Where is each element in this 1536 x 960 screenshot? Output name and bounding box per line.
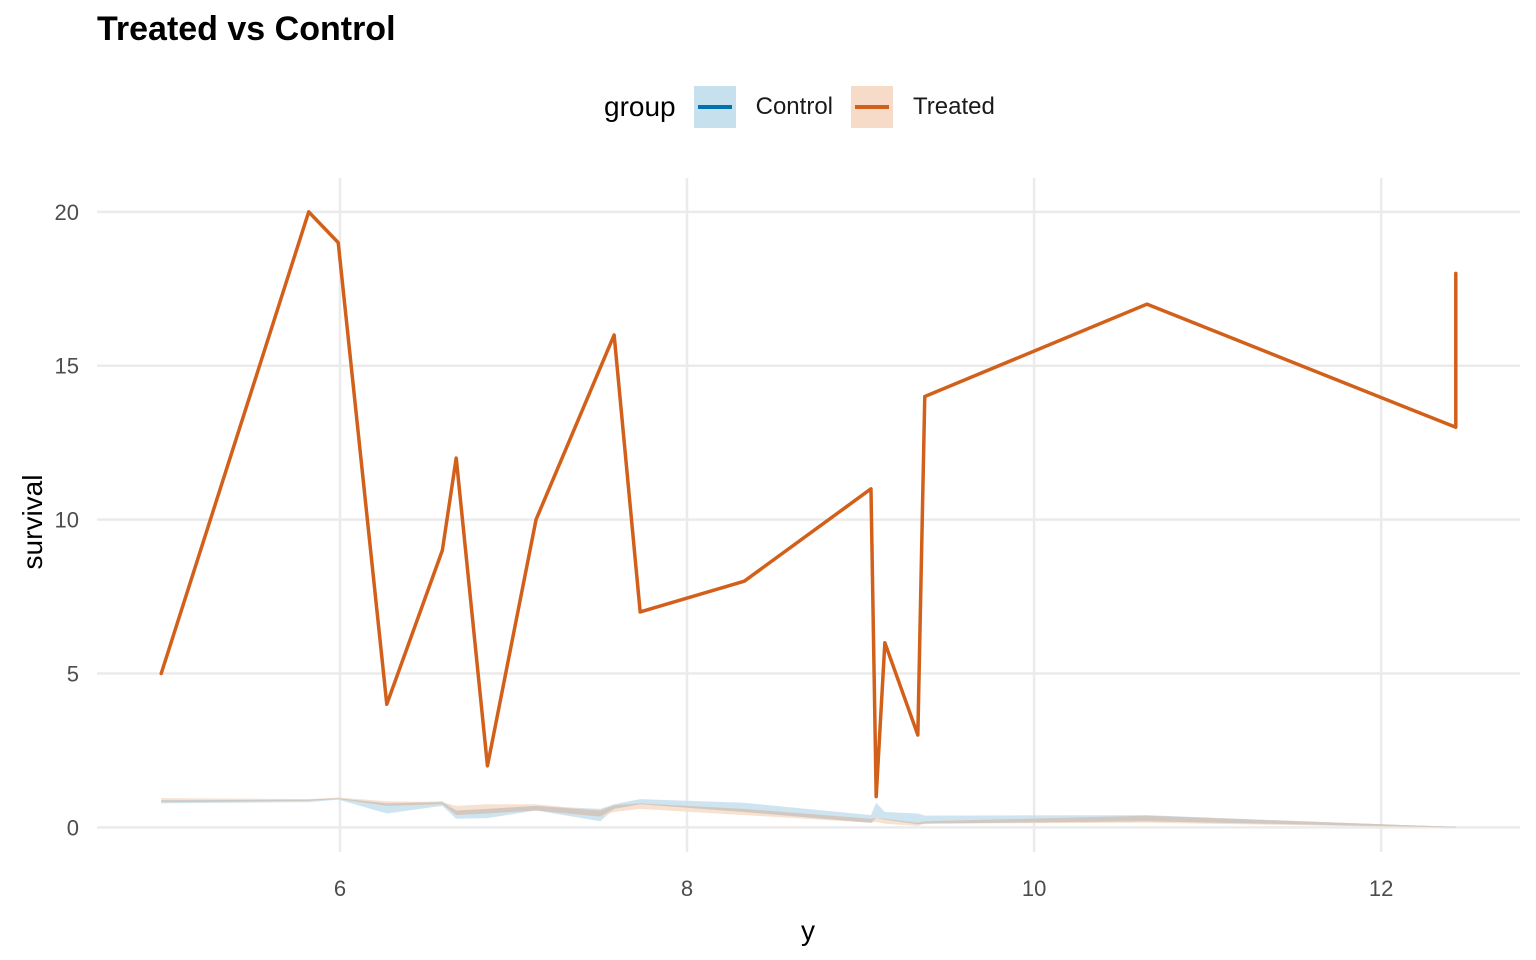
x-tick-label: 12 bbox=[1369, 876, 1393, 901]
y-tick-label: 15 bbox=[55, 354, 79, 379]
y-tick-label: 0 bbox=[67, 815, 79, 840]
y-tick-labels: 0 5 10 15 20 bbox=[55, 200, 79, 841]
x-axis-title: y bbox=[801, 915, 815, 946]
x-tick-label: 10 bbox=[1022, 876, 1046, 901]
legend-label-treated: Treated bbox=[913, 93, 995, 120]
legend-item-treated: Treated bbox=[851, 86, 995, 128]
chart-title: Treated vs Control bbox=[97, 10, 396, 48]
legend-item-control: Control bbox=[693, 86, 833, 128]
legend: group Control Treated bbox=[604, 84, 1013, 130]
series-lines bbox=[159, 210, 1458, 799]
x-tick-label: 8 bbox=[681, 876, 693, 901]
legend-title: group bbox=[604, 91, 676, 122]
series-line-treated bbox=[159, 210, 1458, 799]
confidence-bands bbox=[161, 797, 1456, 828]
y-axis-title: survival bbox=[17, 475, 48, 570]
x-tick-label: 6 bbox=[334, 876, 346, 901]
y-tick-label: 5 bbox=[67, 661, 79, 686]
legend-key-treated bbox=[851, 86, 893, 128]
y-tick-label: 20 bbox=[55, 200, 79, 225]
ribbon-overlap bbox=[161, 798, 1456, 828]
gridlines bbox=[97, 178, 1520, 852]
legend-label-control: Control bbox=[755, 93, 833, 120]
x-tick-labels: 6 8 10 12 bbox=[334, 876, 1394, 901]
y-tick-label: 10 bbox=[55, 508, 79, 533]
legend-key-control bbox=[693, 86, 736, 128]
